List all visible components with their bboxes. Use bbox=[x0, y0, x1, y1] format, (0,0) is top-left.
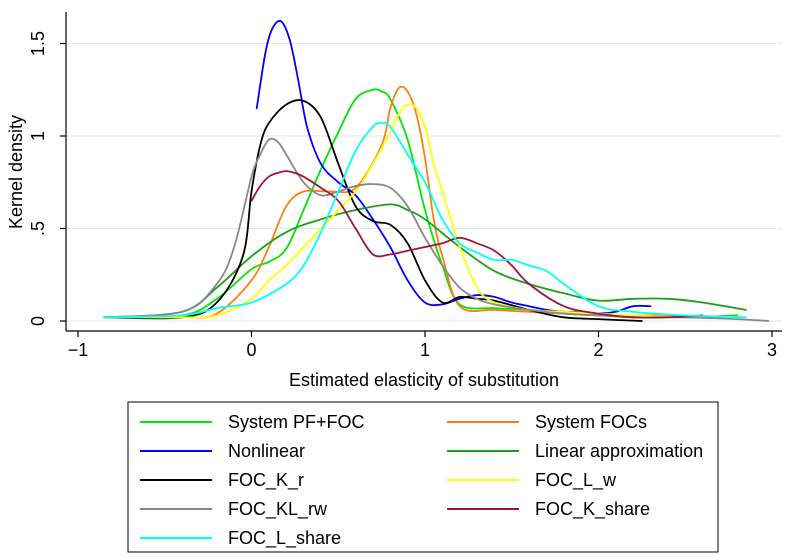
series-lines bbox=[103, 19, 770, 322]
y-tick-label: 1.5 bbox=[28, 31, 48, 56]
x-tick-label: −1 bbox=[68, 340, 89, 360]
legend-label-foc-l-share: FOC_L_share bbox=[228, 528, 341, 549]
legend-label-foc-l-w: FOC_L_w bbox=[535, 470, 617, 491]
legend: System PF+FOC System FOCs Nonlinear Linear … bbox=[127, 401, 719, 553]
series-line-foc-kl-rw bbox=[103, 137, 770, 322]
series-line-system-focs bbox=[103, 85, 687, 319]
x-tick-label: 2 bbox=[593, 340, 603, 360]
ticks: −1 0 1 2 3 0 .5 1 1.5 bbox=[28, 31, 777, 360]
x-tick-label: 3 bbox=[767, 340, 777, 360]
y-tick-label: .5 bbox=[28, 221, 48, 236]
legend-label-nonlinear: Nonlinear bbox=[228, 441, 305, 461]
gridlines bbox=[66, 43, 782, 322]
legend-label-system-pf-foc: System PF+FOC bbox=[228, 412, 365, 432]
legend-label-foc-k-share: FOC_K_share bbox=[535, 499, 650, 520]
legend-label-foc-kl-rw: FOC_KL_rw bbox=[228, 499, 328, 520]
legend-label-linear-approximation: Linear approximation bbox=[535, 441, 703, 461]
x-tick-label: 0 bbox=[246, 340, 256, 360]
axes bbox=[65, 12, 782, 332]
y-tick-label: 1 bbox=[28, 131, 48, 141]
legend-label-foc-k-r: FOC_K_r bbox=[228, 470, 304, 491]
x-tick-label: 1 bbox=[420, 340, 430, 360]
legend-items: System PF+FOC System FOCs Nonlinear Linear … bbox=[140, 412, 703, 549]
y-tick-label: 0 bbox=[28, 316, 48, 326]
series-line-foc-l-share bbox=[103, 121, 747, 319]
series-line-linear-approximation bbox=[103, 203, 747, 319]
series-line-nonlinear bbox=[255, 19, 652, 315]
series-line-system-pf-foc bbox=[103, 88, 739, 319]
legend-box bbox=[127, 401, 719, 553]
x-axis-title: Estimated elasticity of substitution bbox=[289, 370, 559, 390]
legend-label-system-focs: System FOCs bbox=[535, 412, 647, 432]
y-axis-title: Kernel density bbox=[6, 115, 26, 229]
series-line-foc-k-share bbox=[250, 170, 704, 319]
series-line-foc-k-r bbox=[103, 99, 643, 322]
